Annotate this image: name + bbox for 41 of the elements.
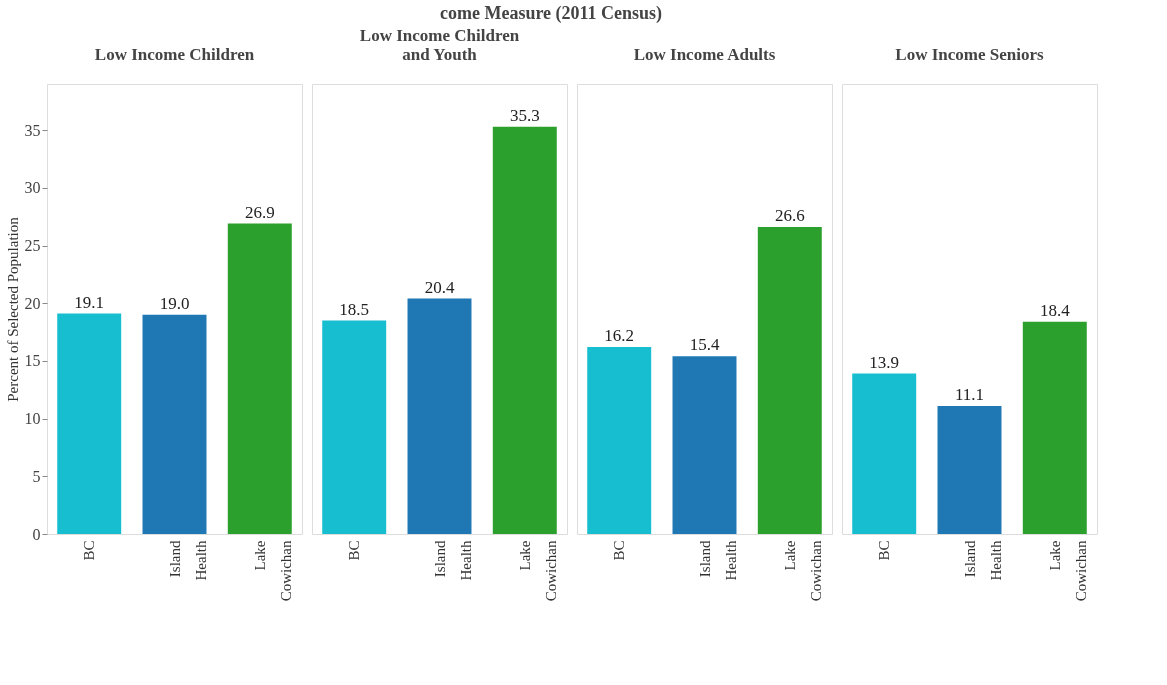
x-tick-label: Island Health xyxy=(431,540,474,581)
data-label: 13.9 xyxy=(869,352,900,372)
data-label: 16.2 xyxy=(604,326,635,346)
y-tick-label: 15 xyxy=(24,352,41,370)
data-label: 26.9 xyxy=(244,202,275,222)
y-tick-label: 25 xyxy=(24,237,41,255)
bar xyxy=(57,313,122,534)
x-tick-label: BC xyxy=(876,540,893,561)
y-axis-title: Percent of Selected Population xyxy=(4,216,21,402)
data-label: 35.3 xyxy=(509,105,540,125)
x-tick-label: Island Health xyxy=(166,540,209,581)
data-label: 20.4 xyxy=(424,277,455,297)
y-tick-label: 35 xyxy=(24,121,41,139)
data-label: 19.0 xyxy=(159,293,190,313)
x-tick-label: Island Health xyxy=(696,540,739,581)
x-tick-label: Lake Cowichan xyxy=(251,540,294,602)
bar xyxy=(227,223,292,534)
y-tick-label: 5 xyxy=(32,467,41,485)
y-tick-label: 20 xyxy=(24,294,41,312)
bar xyxy=(142,314,207,534)
chart-title: Low Income Children xyxy=(94,45,255,64)
x-tick-label: Lake Cowichan xyxy=(1046,540,1089,602)
chart-title: Low Income Seniors xyxy=(895,45,1045,64)
x-tick-label: Island Health xyxy=(961,540,1004,581)
data-label: 18.5 xyxy=(339,299,370,319)
y-tick-label: 0 xyxy=(32,525,41,543)
y-tick-label: 30 xyxy=(24,179,41,197)
x-tick-label: Lake Cowichan xyxy=(781,540,824,602)
y-tick-label: 10 xyxy=(24,410,41,428)
data-label: 18.4 xyxy=(1039,300,1071,320)
x-tick-label: BC xyxy=(611,540,628,561)
chart-title: Low Income Children and Youth xyxy=(359,26,520,64)
data-label: 15.4 xyxy=(689,335,720,355)
x-tick-label: BC xyxy=(346,540,363,561)
data-label: 11.1 xyxy=(954,384,985,404)
data-label: 26.6 xyxy=(774,206,805,226)
text: come Measure (2011 Census) xyxy=(439,2,663,24)
data-label: 19.1 xyxy=(74,292,105,312)
chart-title: Low Income Adults xyxy=(633,45,776,64)
x-tick-label: Lake Cowichan xyxy=(516,540,559,602)
x-tick-label: BC xyxy=(81,540,98,561)
